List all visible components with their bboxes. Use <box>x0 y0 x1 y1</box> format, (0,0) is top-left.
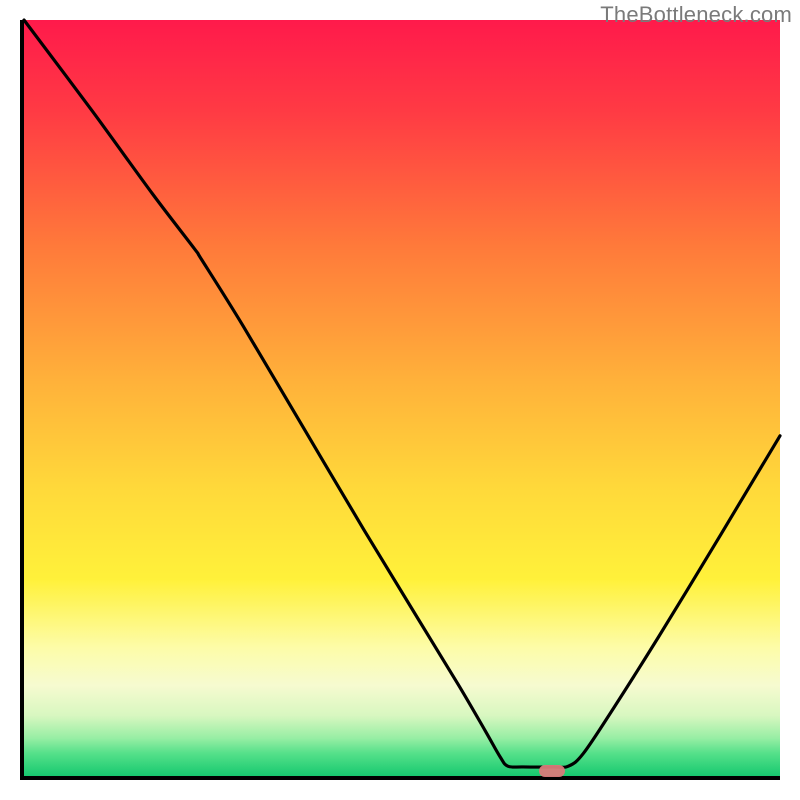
bottleneck-chart: TheBottleneck.com <box>0 0 800 800</box>
plot-area <box>20 20 780 780</box>
bottleneck-curve <box>24 20 780 767</box>
watermark-text: TheBottleneck.com <box>600 2 792 28</box>
curve-layer <box>24 20 780 776</box>
optimal-marker <box>539 765 566 777</box>
